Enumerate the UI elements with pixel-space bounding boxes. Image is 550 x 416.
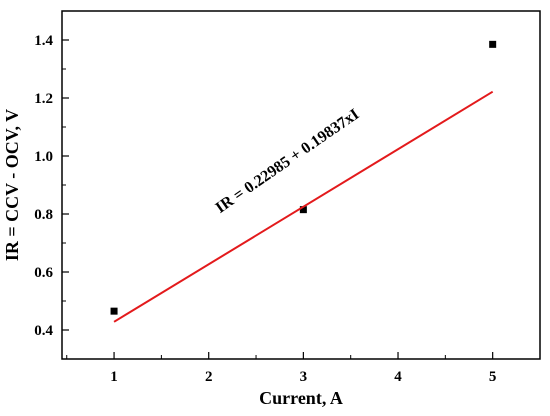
y-tick-label: 1.0 [34, 149, 53, 165]
y-tick-label: 0.8 [34, 207, 53, 223]
series-layer [110, 40, 497, 323]
data-point [110, 307, 118, 315]
y-axis-ticks: 0.4 0.6 0.8 1.0 1.2 1.4 [34, 10, 69, 360]
fit-line [113, 90, 494, 323]
y-axis-title: IR = CCV - OCV, V [2, 109, 22, 261]
x-tick-label: 1 [110, 369, 118, 385]
x-axis-ticks: 1 2 3 4 5 [66, 352, 541, 385]
annotation-fit-equation: IR = 0.22985 + 0.19837xI [213, 106, 363, 217]
x-tick-label: 5 [489, 369, 497, 385]
x-tick-label: 3 [300, 369, 308, 385]
y-tick-label: 0.6 [34, 265, 53, 281]
x-tick-label: 4 [394, 369, 402, 385]
y-tick-label: 1.2 [34, 91, 53, 107]
y-tick-label: 0.4 [34, 323, 53, 339]
plot-frame [61, 10, 541, 360]
data-point [489, 40, 497, 48]
x-axis-title: Current, A [259, 388, 343, 408]
y-tick-label: 1.4 [34, 33, 53, 49]
data-point [299, 206, 307, 214]
x-tick-label: 2 [205, 369, 213, 385]
